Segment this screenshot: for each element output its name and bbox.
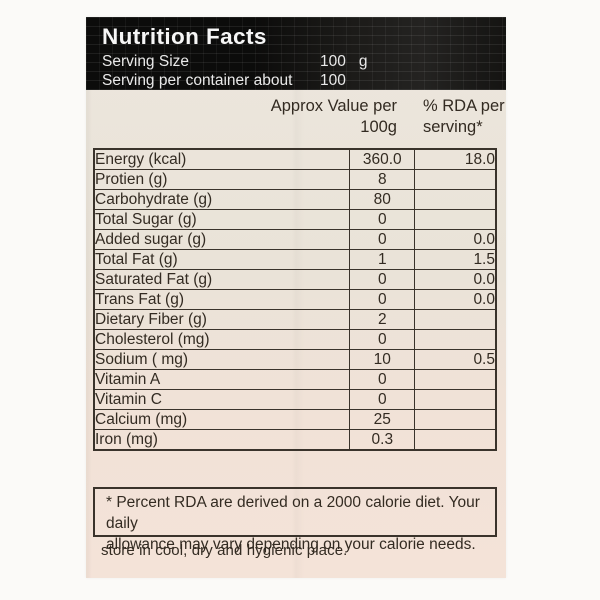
nutrient-row: Sodium ( mg) 10 0.5 (93, 349, 497, 370)
nutrient-name: Saturated Fat (g) (93, 269, 351, 290)
nutrient-value: 0 (349, 269, 416, 290)
nutrient-row: Saturated Fat (g) 0 0.0 (93, 269, 497, 290)
nutrient-name: Iron (mg) (93, 429, 351, 451)
column-header-approx-line2: 100g (360, 118, 397, 136)
nutrient-rda (414, 409, 497, 430)
nutrient-value: 80 (349, 189, 416, 210)
nutrient-name: Dietary Fiber (g) (93, 309, 351, 330)
nutrition-label: Nutrition Facts Serving Size 100 g Serving… (86, 17, 506, 578)
nutrient-rda (414, 209, 497, 230)
nutrient-name: Carbohydrate (g) (93, 189, 351, 210)
nutrition-table-body: Energy (kcal) 360.0 18.0 Protien (g) 8 Carboh… (93, 148, 497, 451)
nutrient-value: 0 (349, 389, 416, 410)
nutrient-value: 360.0 (349, 148, 416, 170)
nutrient-rda: 1.5 (414, 249, 497, 270)
nutrition-facts-title: Nutrition Facts (102, 24, 267, 49)
nutrient-value: 8 (349, 169, 416, 190)
label-header-band: Nutrition Facts Serving Size 100 g Serving… (86, 17, 506, 90)
nutrient-row: Protien (g) 8 (93, 169, 497, 190)
nutrient-value: 0.3 (349, 429, 416, 451)
nutrient-row: Cholesterol (mg) 0 (93, 329, 497, 350)
nutrient-value: 0 (349, 329, 416, 350)
column-header-approx-value: Approx Value per 100g (271, 96, 397, 138)
nutrient-rda (414, 329, 497, 350)
nutrient-name: Protien (g) (93, 169, 351, 190)
nutrient-row: Carbohydrate (g) 80 (93, 189, 497, 210)
nutrient-value: 0 (349, 209, 416, 230)
nutrient-rda (414, 389, 497, 410)
nutrient-row: Iron (mg) 0.3 (93, 429, 497, 451)
servings-per-container-label: Serving per container about (102, 71, 293, 89)
nutrient-row: Added sugar (g) 0 0.0 (93, 229, 497, 250)
nutrient-rda: 18.0 (414, 148, 497, 170)
nutrient-row: Total Fat (g) 1 1.5 (93, 249, 497, 270)
nutrient-rda: 0.0 (414, 289, 497, 310)
nutrient-name: Calcium (mg) (93, 409, 351, 430)
serving-size-value: 100 (320, 53, 346, 70)
serving-size-row: Serving Size 100 g (102, 53, 506, 72)
nutrient-name: Energy (kcal) (93, 148, 351, 170)
nutrient-value: 0 (349, 289, 416, 310)
column-header-rda-line1: % RDA per (423, 97, 505, 115)
nutrient-value: 0 (349, 229, 416, 250)
serving-size-unit: g (358, 53, 368, 70)
nutrient-rda: 0.0 (414, 269, 497, 290)
nutrient-rda (414, 189, 497, 210)
servings-per-container-value: 100 (320, 71, 346, 89)
nutrient-name: Total Sugar (g) (93, 209, 351, 230)
nutrient-name: Total Fat (g) (93, 249, 351, 270)
nutrient-row: Calcium (mg) 25 (93, 409, 497, 430)
nutrient-name: Vitamin C (93, 389, 351, 410)
nutrient-rda: 0.0 (414, 229, 497, 250)
nutrient-rda (414, 309, 497, 330)
nutrient-value: 0 (349, 369, 416, 390)
nutrient-name: Cholesterol (mg) (93, 329, 351, 350)
rda-footnote-box: * Percent RDA are derived on a 2000 calo… (93, 487, 497, 553)
nutrient-row: Energy (kcal) 360.0 18.0 (93, 148, 497, 170)
rda-footnote-line1: * Percent RDA are derived on a 2000 calo… (106, 494, 480, 532)
column-header-approx-line1: Approx Value per (270, 97, 397, 115)
servings-per-container-row: Serving per container about 100 (102, 72, 506, 91)
serving-size-label: Serving Size (102, 53, 190, 70)
nutrient-value: 2 (349, 309, 416, 330)
nutrient-name: Sodium ( mg) (93, 349, 351, 370)
nutrient-rda: 0.5 (414, 349, 497, 370)
nutrient-row: Trans Fat (g) 0 0.0 (93, 289, 497, 310)
nutrient-value: 25 (349, 409, 416, 430)
nutrient-rda (414, 429, 497, 451)
storage-instructions: store in cool, dry and hygienic place. (101, 542, 348, 559)
nutrient-rda (414, 369, 497, 390)
nutrient-name: Vitamin A (93, 369, 351, 390)
nutrient-name: Added sugar (g) (93, 229, 351, 250)
nutrition-table: Energy (kcal) 360.0 18.0 Protien (g) 8 Carboh… (93, 148, 497, 451)
nutrient-value: 10 (349, 349, 416, 370)
nutrient-row: Dietary Fiber (g) 2 (93, 309, 497, 330)
column-header-rda: % RDA per serving* (423, 96, 505, 138)
nutrient-value: 1 (349, 249, 416, 270)
nutrient-name: Trans Fat (g) (93, 289, 351, 310)
column-header-rda-line2: serving* (423, 118, 483, 136)
nutrient-rda (414, 169, 497, 190)
rda-footnote-line2: allowance may vary depending on your cal… (106, 536, 476, 553)
nutrient-row: Total Sugar (g) 0 (93, 209, 497, 230)
